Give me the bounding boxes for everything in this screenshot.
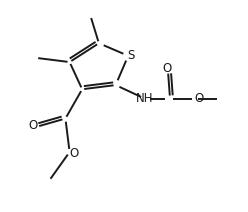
Text: O: O bbox=[69, 146, 78, 160]
Text: NH: NH bbox=[136, 92, 154, 105]
Text: O: O bbox=[162, 62, 172, 75]
Text: O: O bbox=[194, 92, 204, 105]
Text: O: O bbox=[28, 119, 38, 132]
Text: S: S bbox=[127, 49, 134, 62]
